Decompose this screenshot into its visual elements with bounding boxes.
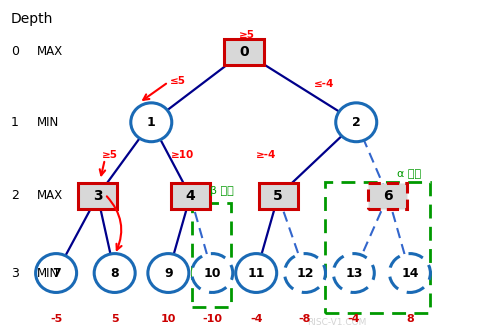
Text: ≤5: ≤5 xyxy=(170,76,186,86)
Text: -10: -10 xyxy=(203,314,222,324)
Text: 1: 1 xyxy=(11,116,19,129)
Text: β 剪枝: β 剪枝 xyxy=(210,186,234,196)
Text: MIN: MIN xyxy=(37,116,59,129)
Text: ≥10: ≥10 xyxy=(171,150,195,160)
Text: 2: 2 xyxy=(352,116,361,129)
Text: -4: -4 xyxy=(347,314,360,324)
Text: 7: 7 xyxy=(52,267,61,279)
Text: MIN: MIN xyxy=(37,267,59,279)
FancyBboxPatch shape xyxy=(368,183,407,209)
Text: -5: -5 xyxy=(50,314,62,324)
Text: 12: 12 xyxy=(296,267,314,279)
Text: 0: 0 xyxy=(11,46,19,58)
FancyBboxPatch shape xyxy=(78,183,117,209)
Text: 3: 3 xyxy=(93,189,102,203)
Ellipse shape xyxy=(148,254,189,292)
Text: -4: -4 xyxy=(250,314,263,324)
FancyBboxPatch shape xyxy=(171,183,210,209)
Ellipse shape xyxy=(192,254,233,292)
Text: α 剪枝: α 剪枝 xyxy=(397,169,421,179)
Ellipse shape xyxy=(389,254,430,292)
Text: MAX: MAX xyxy=(37,46,63,58)
Text: 11: 11 xyxy=(247,267,265,279)
Text: 1: 1 xyxy=(147,116,156,129)
Text: ≥-4: ≥-4 xyxy=(256,150,276,160)
Ellipse shape xyxy=(94,254,135,292)
FancyBboxPatch shape xyxy=(259,183,298,209)
Text: 10: 10 xyxy=(161,314,176,324)
Text: 6: 6 xyxy=(383,189,393,203)
Text: 3: 3 xyxy=(11,267,19,279)
Text: RISC-V1.COM: RISC-V1.COM xyxy=(307,318,366,327)
Ellipse shape xyxy=(285,254,325,292)
Ellipse shape xyxy=(236,254,277,292)
Text: 2: 2 xyxy=(11,190,19,202)
Text: 9: 9 xyxy=(164,267,173,279)
Text: MAX: MAX xyxy=(37,190,63,202)
Text: ≥5: ≥5 xyxy=(102,150,118,160)
FancyBboxPatch shape xyxy=(224,39,264,65)
Text: 14: 14 xyxy=(401,267,419,279)
Ellipse shape xyxy=(336,103,377,142)
Text: 5: 5 xyxy=(273,189,283,203)
Text: 13: 13 xyxy=(345,267,363,279)
Ellipse shape xyxy=(36,254,77,292)
Text: 5: 5 xyxy=(111,314,119,324)
Text: ≤-4: ≤-4 xyxy=(314,79,335,89)
Ellipse shape xyxy=(131,103,172,142)
Text: ≥5: ≥5 xyxy=(239,30,254,40)
Text: 4: 4 xyxy=(185,189,195,203)
Text: 8: 8 xyxy=(110,267,119,279)
Text: 10: 10 xyxy=(203,267,221,279)
Text: 8: 8 xyxy=(406,314,414,324)
Ellipse shape xyxy=(333,254,374,292)
Text: -8: -8 xyxy=(299,314,311,324)
Text: Depth: Depth xyxy=(11,12,53,26)
Text: 0: 0 xyxy=(239,45,249,59)
